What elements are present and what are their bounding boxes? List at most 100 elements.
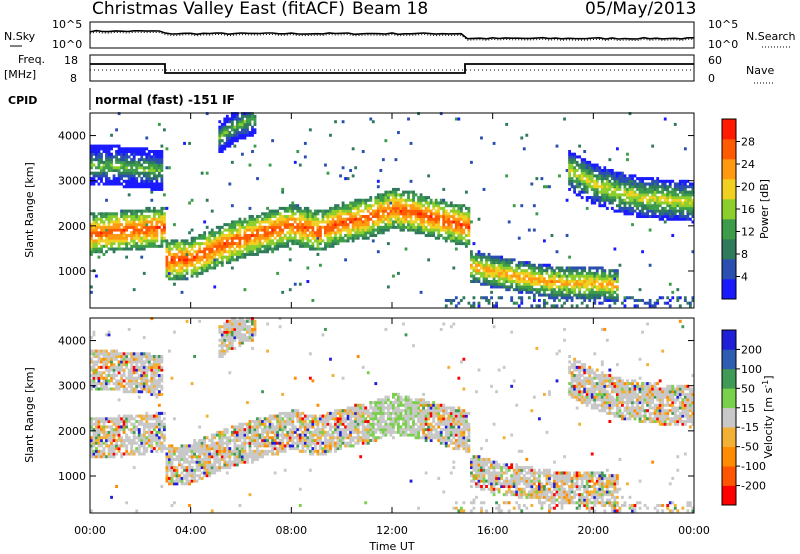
power-cell	[271, 247, 275, 251]
power-cell	[228, 228, 232, 232]
power-cell	[512, 274, 516, 278]
power-cell	[628, 196, 632, 200]
velocity-cell	[107, 357, 111, 361]
velocity-cell	[135, 414, 139, 418]
power-cell	[389, 206, 393, 210]
velocity-cell	[92, 384, 96, 388]
power-cell	[235, 133, 239, 137]
power-cell	[132, 177, 136, 181]
power-cell	[122, 209, 126, 213]
power-cell	[125, 166, 129, 170]
power-cell	[623, 212, 627, 216]
power-cell	[132, 225, 136, 229]
velocity-cell	[165, 463, 169, 467]
velocity-cell	[188, 482, 191, 486]
power-cell	[646, 206, 649, 210]
power-cell	[432, 223, 436, 227]
velocity-cell	[157, 363, 161, 367]
velocity-cell	[127, 379, 131, 383]
velocity-cell	[110, 357, 113, 361]
power-cell	[522, 285, 526, 289]
power-cell	[298, 225, 302, 229]
velocity-cell	[190, 479, 194, 483]
power-cell	[550, 269, 554, 273]
power-cell	[570, 168, 574, 172]
velocity-cell	[142, 371, 146, 375]
power-cell	[155, 179, 159, 183]
power-cell	[603, 193, 607, 197]
power-cell	[180, 277, 184, 281]
power-cell	[243, 125, 247, 129]
power-cell	[402, 215, 405, 219]
power-cell	[558, 277, 561, 281]
velocity-cell	[200, 444, 204, 448]
power-cell	[527, 266, 531, 270]
power-cell	[120, 171, 124, 175]
power-cell	[419, 223, 423, 227]
velocity-cell	[198, 463, 202, 467]
power-cell	[354, 236, 358, 240]
power-cell	[92, 239, 96, 243]
power-cell	[95, 247, 98, 251]
power-cell	[537, 298, 541, 302]
power-cell	[673, 193, 677, 197]
velocity-cell	[97, 349, 101, 353]
power-cell	[621, 301, 624, 305]
power-cell	[168, 252, 171, 256]
power-cell	[407, 209, 410, 213]
power-cell	[339, 220, 342, 224]
power-cell	[379, 231, 383, 235]
power-cell	[150, 168, 154, 172]
power-cell	[603, 198, 607, 202]
power-cell	[170, 277, 174, 281]
velocity-cell	[152, 428, 156, 432]
velocity-cell	[100, 455, 103, 459]
power-cell	[293, 225, 297, 229]
power-cell	[409, 223, 413, 227]
power-cell	[472, 242, 476, 246]
power-cell	[651, 212, 655, 216]
power-cell	[190, 255, 194, 259]
power-cell	[537, 277, 541, 281]
power-cell	[223, 131, 227, 135]
power-cell	[641, 204, 644, 208]
power-cell	[95, 166, 98, 170]
power-cell	[676, 187, 680, 191]
velocity-cell	[120, 455, 124, 459]
velocity-cell	[157, 444, 161, 448]
velocity-cell	[145, 382, 149, 386]
power-cell	[500, 296, 504, 300]
power-cell	[515, 269, 519, 273]
power-cell	[490, 282, 493, 286]
power-cell	[673, 217, 677, 221]
power-cell	[608, 271, 612, 275]
power-cell	[135, 233, 139, 237]
power-cell	[505, 271, 509, 275]
velocity-cell	[112, 365, 116, 369]
power-cell	[548, 185, 551, 189]
power-cell	[558, 290, 561, 294]
power-cell	[626, 206, 629, 210]
power-cell	[470, 280, 473, 284]
velocity-cell	[165, 474, 169, 478]
power-cell	[673, 204, 677, 208]
power-cell	[399, 223, 403, 227]
velocity-cell	[193, 444, 196, 448]
power-cell	[598, 204, 602, 208]
power-cell	[175, 255, 179, 259]
power-cell	[235, 252, 239, 256]
power-cell	[266, 206, 269, 210]
velocity-cell	[125, 417, 129, 421]
velocity-cell	[160, 387, 164, 391]
power-cell	[193, 239, 196, 243]
power-cell	[228, 133, 232, 137]
power-cell	[535, 282, 539, 286]
velocity-cell	[105, 436, 108, 440]
power-cell	[397, 204, 400, 208]
power-cell	[135, 242, 139, 246]
power-cell	[160, 217, 164, 221]
power-cell	[615, 209, 619, 213]
power-cell	[344, 206, 347, 210]
power-cell	[157, 158, 161, 162]
power-cell	[437, 209, 441, 213]
